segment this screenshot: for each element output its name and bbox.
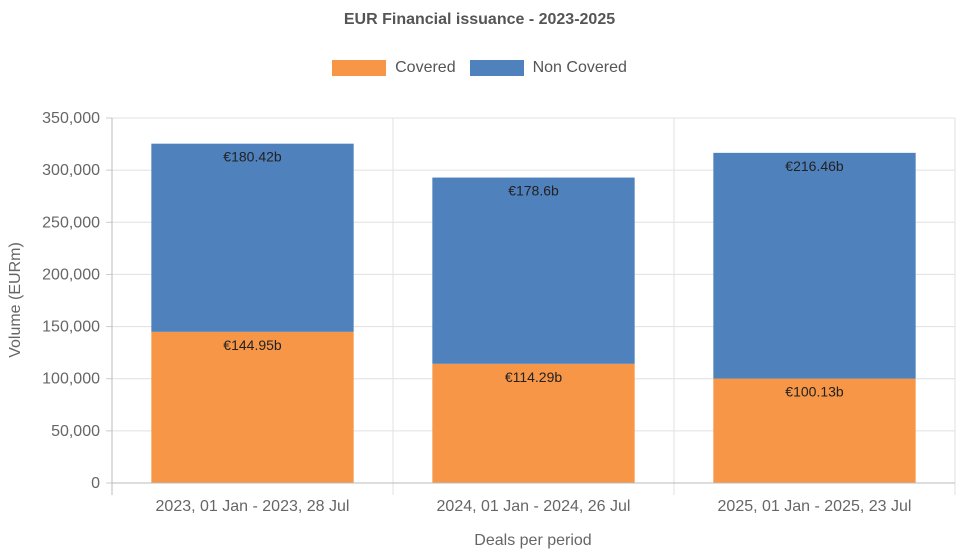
- bar-covered[interactable]: [713, 378, 916, 483]
- legend-item-covered[interactable]: Covered: [332, 59, 456, 77]
- y-tick-label: 200,000: [42, 266, 100, 283]
- y-tick-label: 250,000: [42, 214, 100, 231]
- y-tick-label: 350,000: [42, 110, 100, 127]
- bar-non-covered[interactable]: [713, 152, 916, 379]
- y-tick-label: 0: [91, 475, 100, 492]
- data-label: €114.29b: [505, 369, 563, 385]
- legend-label-covered: Covered: [395, 59, 456, 76]
- x-axis-title: Deals per period: [474, 532, 591, 549]
- y-tick-label: 300,000: [42, 162, 100, 179]
- data-label: €216.46b: [785, 158, 844, 174]
- chart-title: EUR Financial issuance - 2023-2025: [343, 11, 616, 28]
- x-tick-label: 2024, 01 Jan - 2024, 26 Jul: [437, 498, 631, 515]
- legend-swatch-covered: [332, 60, 387, 76]
- bar-covered[interactable]: [151, 331, 354, 483]
- legend-label-non-covered: Non Covered: [532, 59, 627, 76]
- y-tick-label: 150,000: [42, 319, 100, 336]
- x-tick-label: 2025, 01 Jan - 2025, 23 Jul: [718, 498, 912, 515]
- y-tick-label: 50,000: [51, 423, 100, 440]
- data-label: €180.42b: [223, 149, 282, 165]
- bars: [151, 143, 916, 483]
- data-label: €144.95b: [223, 337, 282, 353]
- data-labels: €144.95b €180.42b €114.29b €178.6b €100.13b €…: [223, 149, 844, 400]
- y-axis-title: Volume (EURm): [7, 242, 24, 358]
- legend-item-non-covered[interactable]: Non Covered: [469, 59, 627, 77]
- chart-legend: Covered Non Covered: [0, 59, 959, 77]
- data-label: €178.6b: [508, 183, 559, 199]
- bar-covered[interactable]: [432, 363, 635, 483]
- data-label: €100.13b: [785, 384, 844, 400]
- bar-non-covered[interactable]: [432, 177, 635, 364]
- legend-swatch-non-covered: [469, 60, 524, 76]
- y-tick-label: 100,000: [42, 371, 100, 388]
- x-tick-label: 2023, 01 Jan - 2023, 28 Jul: [156, 498, 350, 515]
- bar-non-covered[interactable]: [151, 143, 354, 332]
- axes: 0 50,000 100,000 150,000 200,000 250,000 300,0…: [42, 110, 955, 515]
